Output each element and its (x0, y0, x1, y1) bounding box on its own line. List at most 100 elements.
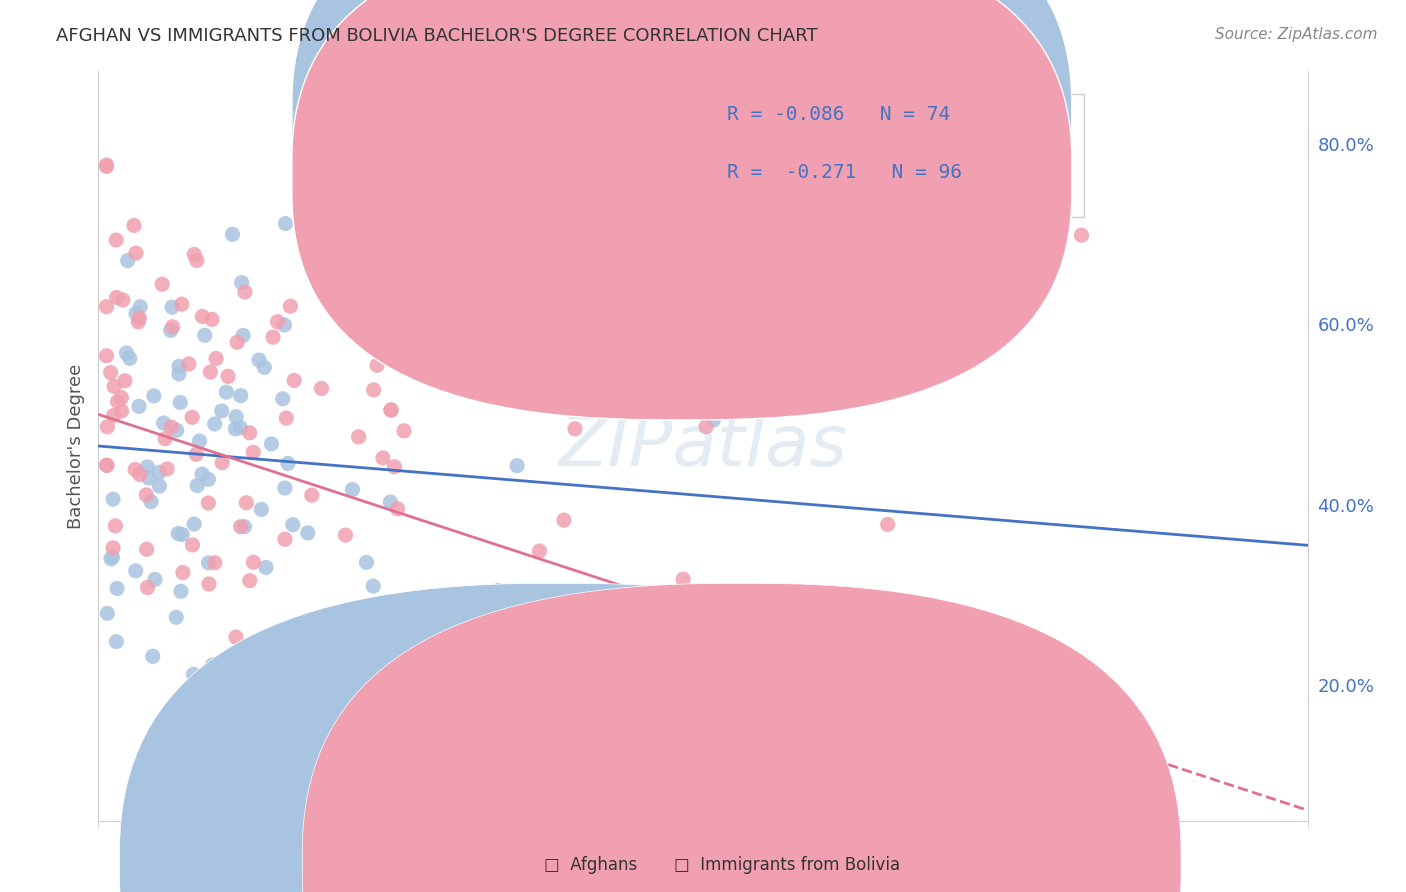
Point (96, 160, 118, 174)
Point (172, 566, 194, 580)
Point (506, 458, 529, 473)
Point (274, 217, 297, 231)
Point (172, 527, 194, 541)
Point (201, 657, 224, 672)
Text: AFGHAN VS IMMIGRANTS FROM BOLIVIA BACHELOR'S DEGREE CORRELATION CHART: AFGHAN VS IMMIGRANTS FROM BOLIVIA BACHEL… (56, 27, 818, 45)
Point (335, 528, 357, 542)
Point (153, 432, 176, 446)
Point (198, 577, 221, 591)
Point (434, 592, 457, 607)
Point (139, 494, 162, 508)
Point (160, 420, 183, 434)
Point (333, 314, 356, 328)
Point (101, 550, 124, 565)
Point (232, 328, 254, 343)
Point (148, 479, 170, 493)
Point (231, 276, 253, 290)
Point (283, 374, 305, 388)
Point (887, 705, 910, 719)
Point (105, 233, 128, 247)
Point (128, 467, 150, 482)
Point (181, 410, 204, 425)
Point (125, 564, 148, 578)
Point (371, 450, 394, 465)
Point (564, 422, 586, 436)
FancyBboxPatch shape (637, 94, 1084, 218)
Point (135, 542, 157, 557)
Point (247, 353, 270, 368)
Text: □  Immigrants from Bolivia: □ Immigrants from Bolivia (675, 855, 900, 873)
Point (204, 417, 226, 431)
Point (188, 434, 211, 448)
Point (204, 556, 226, 570)
Point (104, 519, 127, 533)
Point (224, 422, 246, 436)
Point (96, 420, 118, 434)
Point (100, 551, 122, 566)
Point (271, 392, 294, 406)
Text: □  Afghans: □ Afghans (544, 855, 637, 873)
Point (380, 403, 402, 417)
Point (165, 610, 187, 624)
Point (702, 413, 724, 427)
Point (117, 253, 139, 268)
Point (150, 277, 173, 292)
Point (672, 572, 695, 586)
Point (100, 366, 122, 380)
Point (384, 459, 406, 474)
Point (191, 467, 214, 482)
Point (229, 519, 252, 533)
Point (239, 425, 262, 440)
Point (111, 293, 134, 307)
Point (169, 395, 191, 409)
Point (876, 517, 898, 532)
Point (233, 519, 256, 533)
Text: R = -0.086   N = 74: R = -0.086 N = 74 (727, 105, 950, 124)
Point (201, 312, 224, 326)
Point (253, 360, 276, 375)
Point (110, 404, 132, 418)
Point (242, 555, 264, 569)
Point (181, 538, 204, 552)
Point (229, 420, 252, 434)
Point (105, 290, 128, 304)
Point (101, 541, 124, 555)
Point (233, 285, 256, 299)
Point (127, 315, 149, 329)
Point (136, 581, 159, 595)
Point (125, 246, 148, 260)
Point (166, 423, 188, 437)
Point (183, 516, 205, 531)
Point (105, 634, 128, 648)
Point (105, 582, 128, 596)
Point (170, 584, 193, 599)
Point (515, 650, 537, 665)
Point (225, 630, 247, 644)
Point (136, 459, 159, 474)
Point (96, 458, 118, 473)
Point (156, 462, 179, 476)
Point (401, 254, 423, 268)
Point (361, 579, 384, 593)
Point (186, 478, 208, 492)
Text: R =  -0.271   N = 96: R = -0.271 N = 96 (727, 163, 962, 182)
Point (221, 227, 243, 242)
Point (281, 517, 304, 532)
Point (342, 483, 364, 497)
Point (242, 445, 264, 459)
Point (311, 381, 333, 395)
Point (167, 367, 190, 381)
Point (205, 351, 228, 366)
Point (1070, 228, 1092, 243)
Point (217, 369, 239, 384)
Point (103, 379, 125, 393)
Point (412, 169, 434, 183)
Point (194, 328, 217, 343)
Point (301, 488, 323, 502)
FancyBboxPatch shape (120, 583, 998, 892)
Point (197, 496, 219, 510)
Point (387, 501, 409, 516)
Point (148, 465, 170, 479)
FancyBboxPatch shape (302, 583, 1181, 892)
Point (347, 430, 370, 444)
